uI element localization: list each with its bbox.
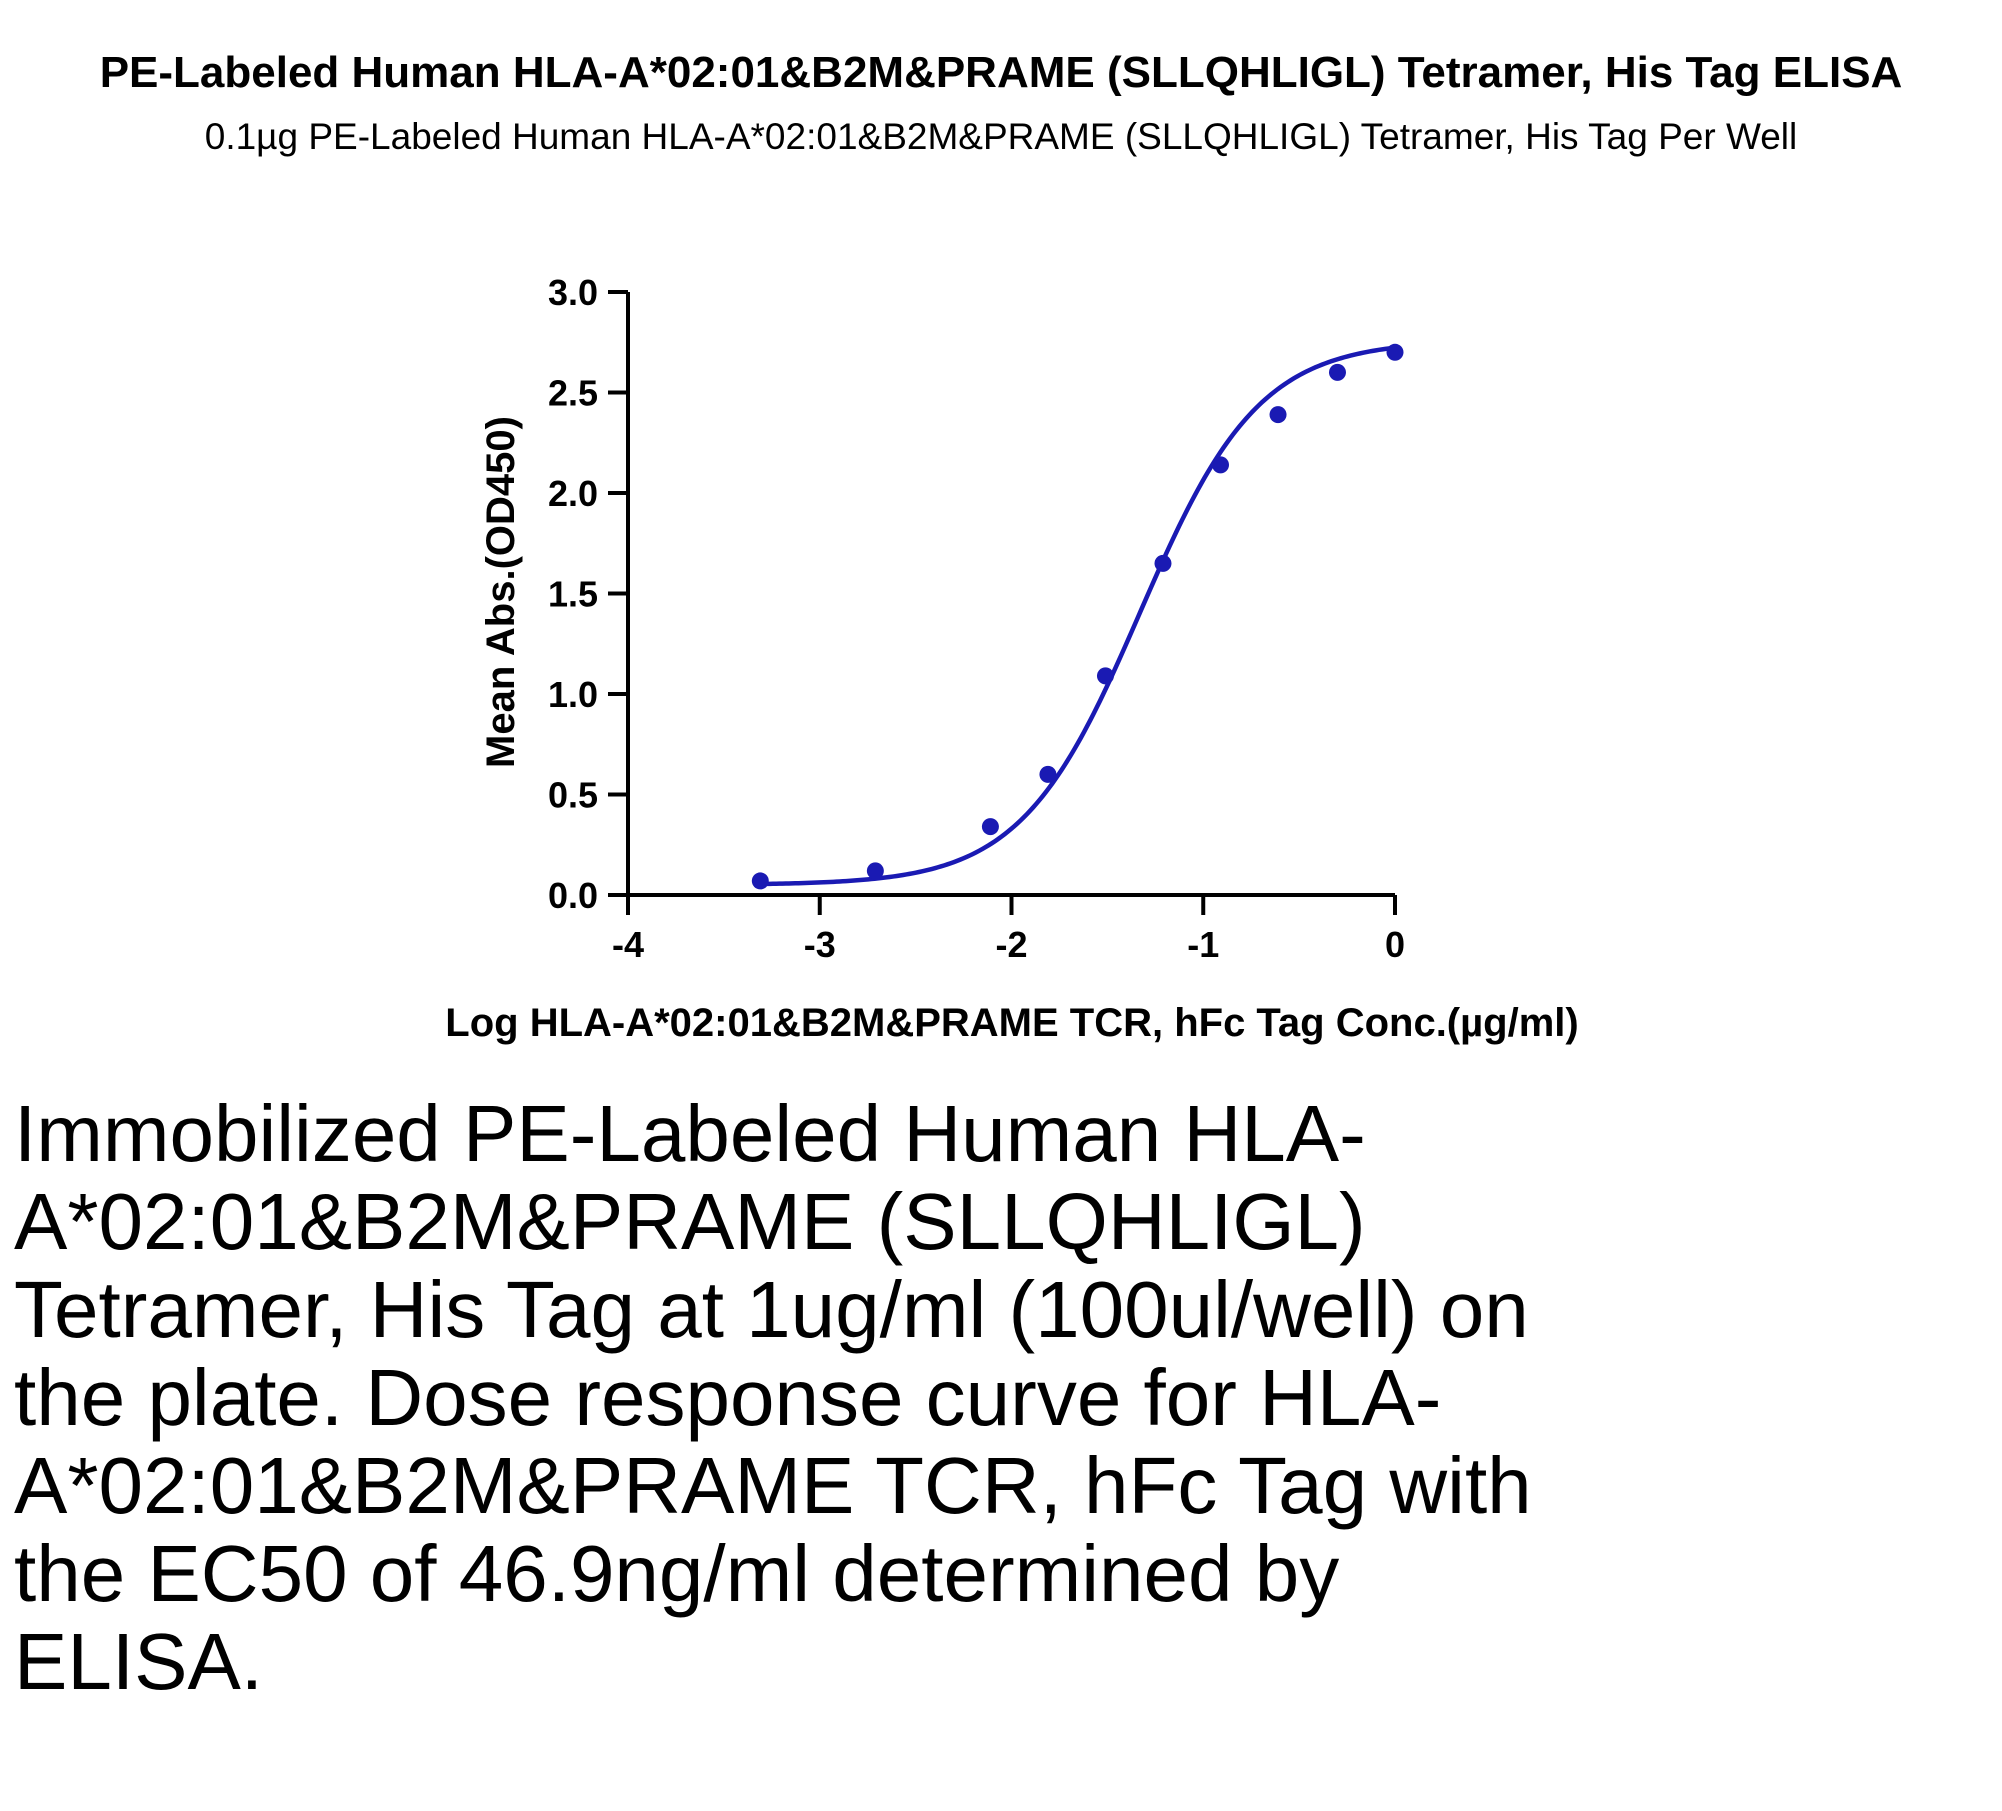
data-point	[751, 872, 769, 890]
data-point	[981, 818, 999, 836]
x-axis-ticks: -4 -3 -2 -1 0	[612, 895, 1405, 965]
data-point	[1096, 667, 1114, 685]
x-tick-label: -2	[995, 924, 1027, 965]
data-point	[1154, 554, 1172, 572]
y-axis-ticks: 0.0 0.5 1.0 1.5 2.0 2.5 3.0	[548, 272, 628, 916]
x-tick-label: 0	[1385, 924, 1405, 965]
y-tick-label: 3.0	[548, 272, 598, 313]
chart-plot: -4 -3 -2 -1 0 0.0 0.5 1.0 1.5 2.0 2.5 3.0 Log HLA-…	[445, 272, 1578, 1045]
y-axis-label: Mean Abs.(OD450)	[479, 416, 523, 768]
axes	[626, 292, 1395, 897]
x-axis-label: Log HLA-A*02:01&B2M&PRAME TCR, hFc Tag C…	[445, 1001, 1578, 1045]
data-point	[866, 862, 884, 880]
chart-title: PE-Labeled Human HLA-A*02:01&B2M&PRAME (…	[99, 48, 1903, 97]
y-tick-label: 0.5	[548, 775, 598, 816]
x-tick-label: -1	[1187, 924, 1219, 965]
y-tick-label: 1.5	[548, 574, 598, 615]
data-point	[1328, 363, 1346, 381]
data-point	[1269, 406, 1287, 424]
data-points	[751, 343, 1404, 890]
fit-curve	[760, 345, 1396, 887]
y-tick-label: 2.5	[548, 373, 598, 414]
figure-caption: Immobilized PE-Labeled Human HLA-A*02:01…	[14, 1089, 1532, 1706]
y-tick-label: 0.0	[548, 875, 598, 916]
data-point	[1039, 765, 1057, 783]
x-tick-label: -3	[804, 924, 836, 965]
y-tick-label: 2.0	[548, 473, 598, 514]
chart-subtitle: 0.1µg PE-Labeled Human HLA-A*02:01&B2M&P…	[204, 116, 1798, 157]
data-point	[1212, 456, 1230, 474]
data-point	[1386, 343, 1404, 361]
x-tick-label: -4	[612, 924, 644, 965]
y-tick-label: 1.0	[548, 674, 598, 715]
